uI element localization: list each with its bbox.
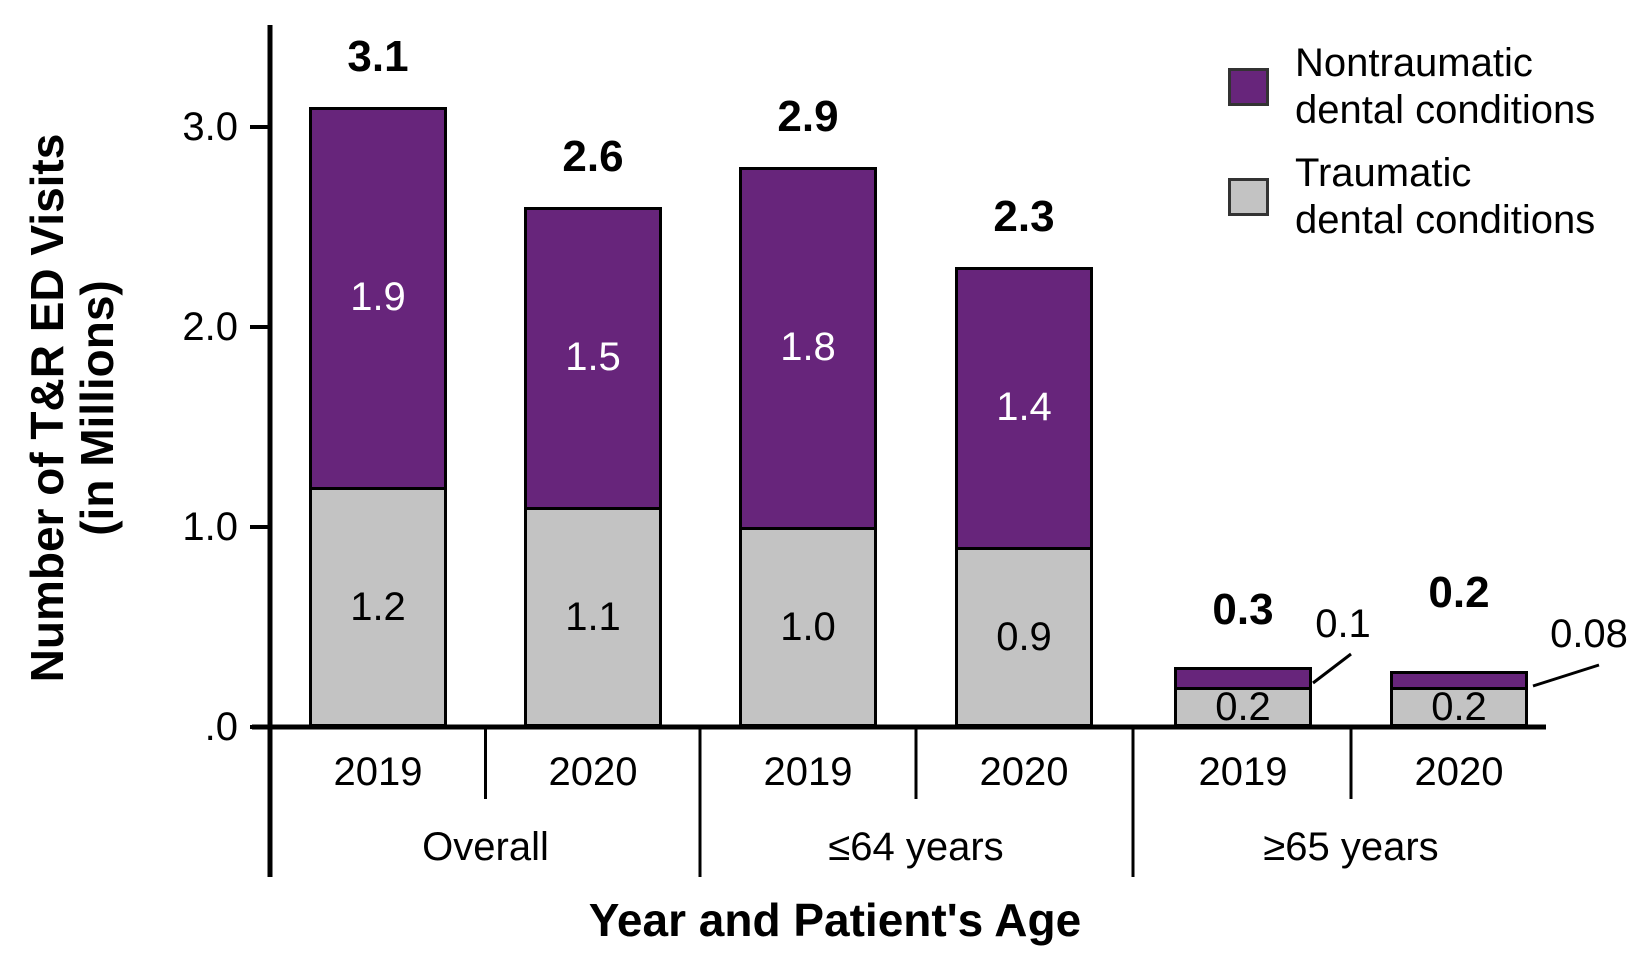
legend-swatch-traumatic-icon [1228, 178, 1269, 216]
bar-total-label: 2.3 [993, 191, 1055, 241]
segment-value-label-traumatic: 1.1 [565, 595, 621, 639]
bar-segment-traumatic [309, 487, 447, 727]
y-tick-label: 2.0 [182, 305, 238, 349]
bar-segment-traumatic [1390, 687, 1528, 727]
legend: Nontraumatic dental conditions Traumatic… [1228, 40, 1595, 260]
segment-value-label-traumatic: 1.0 [780, 605, 836, 649]
segment-value-label-nontraumatic: 1.4 [996, 385, 1052, 429]
legend-swatch-nontraumatic-icon [1228, 68, 1269, 106]
x-year-label: 2020 [548, 750, 638, 794]
x-group-label: ≥65 years [1263, 825, 1439, 869]
segment-value-label-traumatic: 1.2 [350, 585, 406, 629]
x-year-label: 2019 [763, 750, 853, 794]
x-axis-title: Year and Patient's Age [588, 894, 1082, 946]
bar-segment-nontraumatic [1174, 667, 1312, 687]
x-group-label: Overall [422, 825, 549, 869]
segment-value-label-nontraumatic: 1.9 [350, 275, 406, 319]
bar-segment-nontraumatic [524, 207, 662, 507]
segment-value-label-traumatic: 0.9 [996, 615, 1052, 659]
bar-total-label: 0.3 [1212, 584, 1274, 634]
x-year-label: 2019 [1198, 750, 1288, 794]
segment-value-label-nontraumatic: 1.8 [780, 325, 836, 369]
bar-segment-traumatic [739, 527, 877, 727]
bar-segment-nontraumatic [309, 107, 447, 487]
legend-item-nontraumatic: Nontraumatic dental conditions [1228, 40, 1595, 134]
y-axis-title: Number of T&R ED Visits (in Millions) [21, 133, 123, 683]
legend-item-traumatic: Traumatic dental conditions [1228, 150, 1595, 244]
bar-total-label: 2.9 [777, 91, 839, 141]
y-tick-label: 3.0 [182, 105, 238, 149]
x-year-label: 2020 [979, 750, 1069, 794]
segment-value-callout-label: 0.1 [1315, 602, 1371, 646]
bar-total-label: 2.6 [562, 131, 624, 181]
x-year-label: 2019 [333, 750, 423, 794]
bar-segment-nontraumatic [739, 167, 877, 527]
bar-segment-traumatic [524, 507, 662, 727]
bar-total-label: 3.1 [347, 31, 409, 81]
y-tick-label: .0 [204, 705, 238, 749]
y-axis-title-line1: Number of T&R ED Visits [21, 133, 73, 683]
bar-total-label: 0.2 [1428, 567, 1490, 617]
bar-segment-nontraumatic [955, 267, 1093, 547]
y-axis-title-line2: (in Millions) [71, 280, 123, 536]
y-tick-label: 1.0 [182, 505, 238, 549]
segment-value-label-traumatic: 0.2 [1431, 685, 1487, 729]
x-group-label: ≤64 years [828, 825, 1004, 869]
segment-value-label-nontraumatic: 1.5 [565, 335, 621, 379]
bar-segment-nontraumatic [1390, 671, 1528, 687]
x-year-label: 2020 [1414, 750, 1504, 794]
legend-label-traumatic: Traumatic dental conditions [1295, 151, 1596, 242]
legend-label-nontraumatic: Nontraumatic dental conditions [1295, 41, 1596, 132]
segment-value-label-traumatic: 0.2 [1215, 685, 1271, 729]
segment-value-callout-label: 0.08 [1550, 612, 1628, 656]
